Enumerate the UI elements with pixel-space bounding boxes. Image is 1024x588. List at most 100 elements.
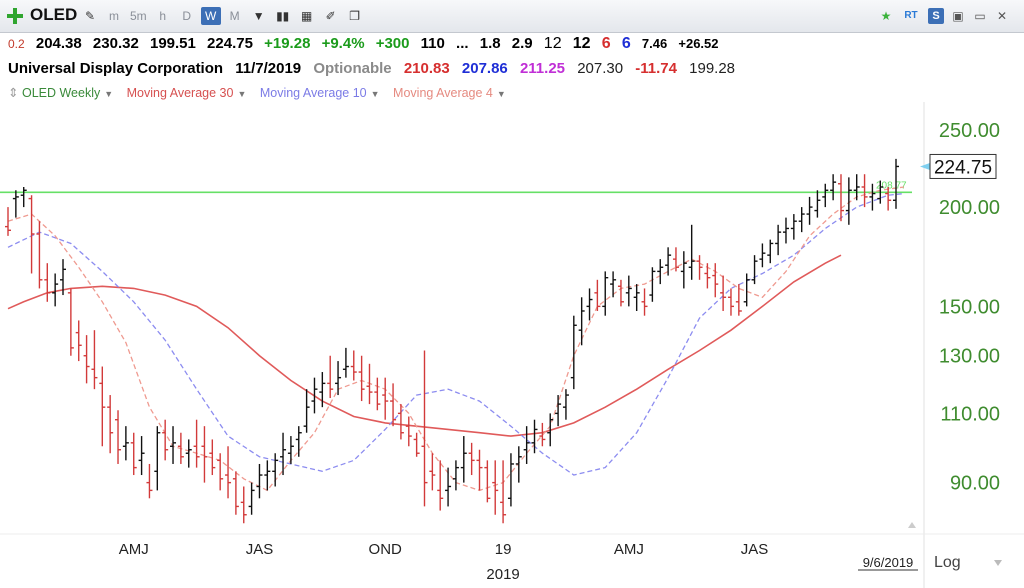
quote-v3: ... xyxy=(456,35,469,52)
pin-icon[interactable]: ✕ xyxy=(996,9,1008,23)
ohlc-bar xyxy=(680,251,687,289)
save-icon[interactable]: ▣ xyxy=(952,9,964,23)
ohlc-bar xyxy=(177,432,184,464)
ohlc-bar xyxy=(617,279,624,307)
x-tick-label: AMJ xyxy=(119,541,149,558)
ohlc-bar xyxy=(36,221,43,289)
ohlc-bar xyxy=(767,239,774,264)
ohlc-bar xyxy=(720,275,727,311)
ohlc-bar xyxy=(350,350,357,381)
ohlc-bar xyxy=(303,389,310,433)
ohlc-bar xyxy=(727,288,734,316)
ohlc-bar xyxy=(217,453,224,491)
draw-pencil-icon[interactable]: ✐ xyxy=(325,9,336,23)
scale-mode-label[interactable]: Log xyxy=(934,554,961,571)
note-icon[interactable]: ❐ xyxy=(349,9,361,23)
quote-line: 0.2 204.38 230.32 199.51 224.75 +19.28 +… xyxy=(8,34,726,54)
ohlc-bar xyxy=(280,432,287,476)
legend-ma30[interactable]: Moving Average 30 ▼ xyxy=(127,86,247,100)
ohlc-bar xyxy=(327,355,334,399)
ohlc-bar xyxy=(201,426,208,483)
quote-change-pct: +9.4% xyxy=(321,35,365,52)
period-hour-button[interactable]: h xyxy=(159,9,167,23)
ohlc-bar xyxy=(67,288,74,356)
y-tick-label: 130.00 xyxy=(939,346,1000,368)
last-price-box xyxy=(929,153,997,179)
ohlc-bar xyxy=(712,263,719,298)
ohlc-bar xyxy=(60,259,67,296)
ohlc-bar xyxy=(893,158,899,209)
scroll-up-icon xyxy=(908,522,916,528)
legend-oled-label: OLED Weekly xyxy=(21,86,101,100)
legend-ma10-caret-icon[interactable]: ▼ xyxy=(370,89,380,99)
ohlc-bar xyxy=(688,224,695,280)
legend-ma4-caret-icon[interactable]: ▼ xyxy=(496,89,506,99)
ohlc-bar xyxy=(397,404,404,440)
ohlc-bar xyxy=(99,366,106,447)
move-handle-icon: ⇕ xyxy=(8,86,19,100)
ohlc-bar xyxy=(146,463,153,499)
star-icon[interactable]: ★ xyxy=(880,9,892,23)
price-chart[interactable]: 208.77 90.00 110.00 130.00 150.00 200.00 250.… xyxy=(0,102,1024,588)
ohlc-bar xyxy=(869,183,876,211)
legend-ma10[interactable]: Moving Average 10 ▼ xyxy=(260,86,380,100)
grid-icon[interactable]: ▦ xyxy=(301,9,313,23)
legend-ma4-label: Moving Average 4 xyxy=(393,86,493,100)
ohlc-bar xyxy=(814,190,821,218)
legend-ma30-label: Moving Average 30 xyxy=(126,86,234,100)
x-tick-label: JAS xyxy=(741,541,769,558)
legend-ma30-caret-icon[interactable]: ▼ xyxy=(237,89,247,99)
ohlc-bar xyxy=(562,389,569,420)
add-symbol-icon[interactable] xyxy=(7,8,23,24)
ohlc-bar xyxy=(185,439,192,468)
ohlc-bar xyxy=(248,482,255,515)
ohlc-bar xyxy=(877,180,884,204)
ohlc-bar xyxy=(12,190,19,218)
ohlc-bar xyxy=(91,330,98,390)
bar-style-icon[interactable]: ▮▮ xyxy=(276,9,290,23)
ohlc-bar xyxy=(445,467,452,507)
x-tick-label: AMJ xyxy=(614,541,644,558)
ohlc-bar xyxy=(665,247,672,276)
window-icon[interactable]: ▭ xyxy=(974,9,986,23)
ohlc-bar xyxy=(806,196,813,225)
ohlc-bar xyxy=(122,426,129,461)
period-month-button[interactable]: M xyxy=(229,9,240,23)
s-toggle-icon[interactable]: S xyxy=(928,8,944,24)
ohlc-bar xyxy=(272,453,279,487)
ohlc-bar xyxy=(295,426,302,457)
quote-v4: 1.8 xyxy=(479,35,501,52)
ohlc-bar xyxy=(319,372,326,408)
ohlc-bar xyxy=(484,460,491,503)
ohlc-bar xyxy=(822,183,829,208)
ohlc-bar xyxy=(539,422,546,447)
ohlc-bar xyxy=(209,439,216,476)
quote-v8: 6 xyxy=(601,35,611,52)
ohlc-bar xyxy=(107,395,114,454)
ohlc-bar xyxy=(649,267,656,302)
ohlc-bar xyxy=(232,471,239,515)
ohlc-bar xyxy=(782,217,789,244)
ohlc-bar xyxy=(547,413,554,447)
legend-ma4[interactable]: Moving Average 4 ▼ xyxy=(393,86,506,100)
ohlc-bar xyxy=(641,288,648,316)
period-day-button[interactable]: D xyxy=(182,9,191,23)
legend-oled-weekly[interactable]: ⇕ OLED Weekly ▼ xyxy=(8,86,113,100)
axis-layer: 90.00 110.00 130.00 150.00 200.00 250.00 224.7… xyxy=(0,102,1024,588)
ohlc-bar xyxy=(531,419,538,454)
ohlc-bar xyxy=(704,263,711,289)
quote-v5: 2.9 xyxy=(511,35,533,52)
ohlc-bar xyxy=(500,460,507,524)
period-week-button[interactable]: W xyxy=(200,7,221,25)
link-icon[interactable]: ✎ xyxy=(84,9,96,23)
ohlc-bar xyxy=(240,486,247,524)
legend-oled-caret-icon[interactable]: ▼ xyxy=(104,89,114,99)
symbol-field[interactable]: OLED xyxy=(30,5,78,24)
ohlc-bar xyxy=(610,271,617,298)
period-minute-button[interactable]: m xyxy=(109,9,119,23)
realtime-icon[interactable]: RT xyxy=(904,10,918,21)
ma4-line xyxy=(7,186,904,492)
dropdown-arrow-icon[interactable]: ▼ xyxy=(252,9,265,23)
info-line: Universal Display Corporation 11/7/2019 … xyxy=(8,58,743,80)
period-5min-button[interactable]: 5m xyxy=(130,9,147,23)
